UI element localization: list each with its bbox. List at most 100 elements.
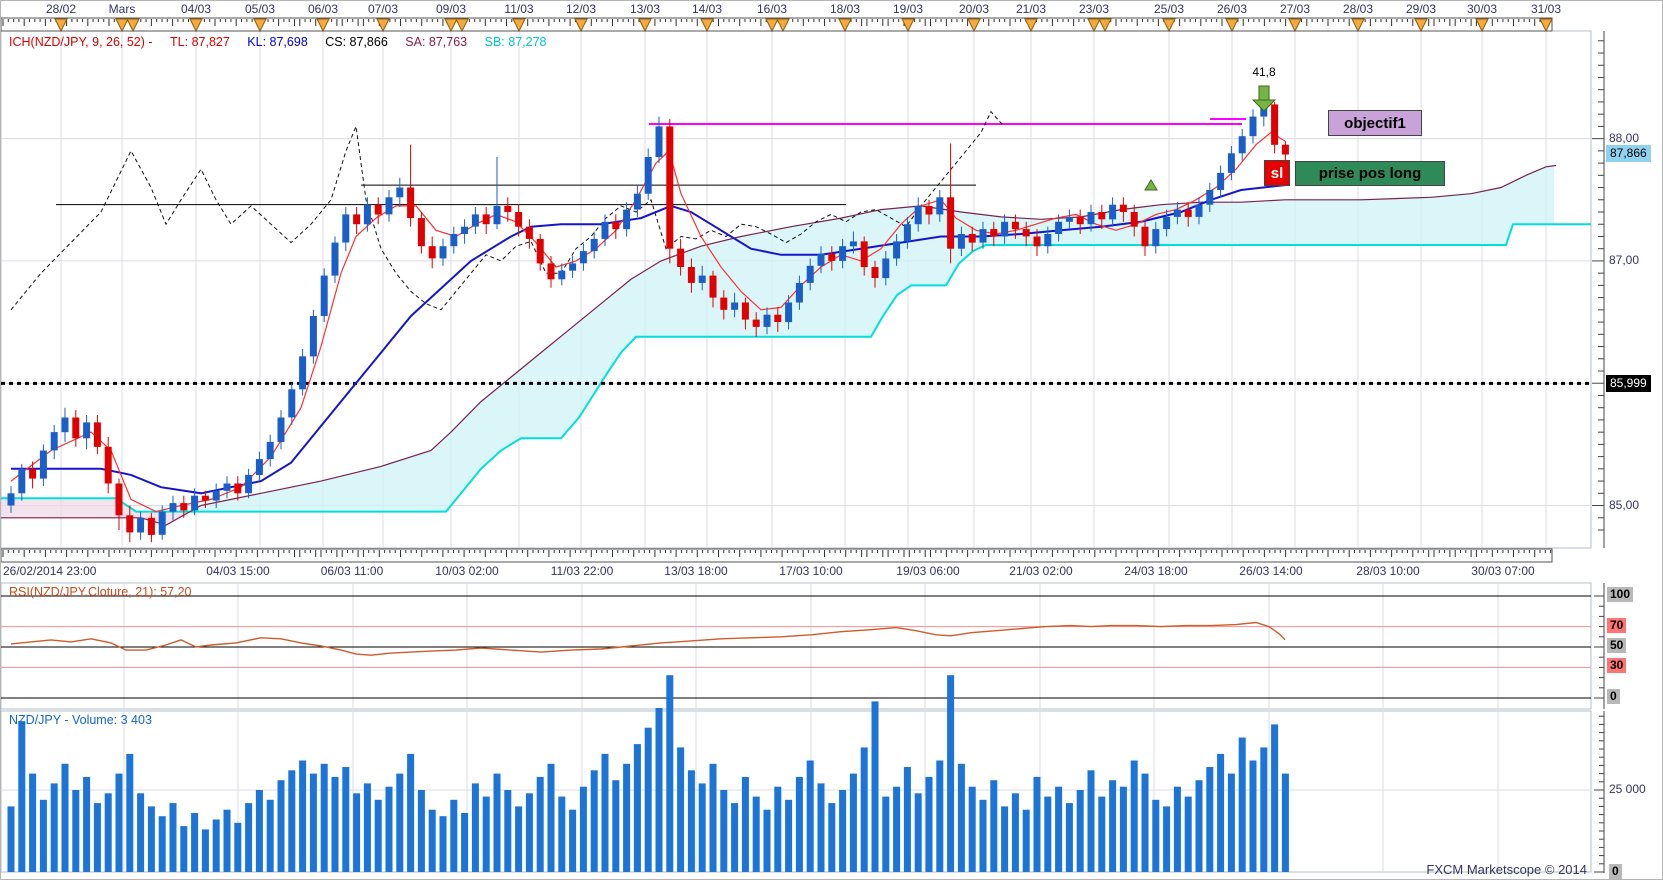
volume-bar: [839, 790, 847, 872]
current-price-tag: 87,866: [1606, 145, 1651, 162]
volume-bar: [644, 727, 652, 872]
volume-bar: [1022, 809, 1030, 872]
volume-bar: [50, 783, 58, 872]
rsi-level-label: 70: [1607, 617, 1627, 633]
volume-bar: [158, 816, 166, 872]
calendar-marker-icon: [1414, 18, 1428, 33]
bottom-date-label: 06/03 11:00: [320, 564, 384, 578]
volume-bar: [547, 763, 555, 872]
ichimoku-cloud: [190, 165, 1554, 512]
volume-bar: [342, 767, 350, 872]
volume-bar: [1011, 793, 1019, 872]
volume-bar: [439, 816, 447, 872]
calendar-marker-icon: [444, 18, 458, 33]
objective-annotation[interactable]: objectif1: [1328, 110, 1422, 136]
volume-bar: [1195, 780, 1203, 872]
volume-indicator-label: NZD/JPY - Volume: 3 403: [9, 713, 152, 727]
volume-bar: [385, 786, 393, 872]
volume-bar: [353, 793, 361, 872]
rsi-line: [10, 621, 1286, 656]
volume-bar: [255, 790, 263, 872]
top-date-label: 30/03: [1466, 2, 1498, 16]
volume-bar: [1249, 760, 1257, 872]
bottom-date-label: 26/03 14:00: [1239, 564, 1303, 578]
volume-bar: [1184, 796, 1192, 872]
top-date-label: 12/03: [565, 2, 597, 16]
volume-bar: [817, 783, 825, 872]
ich-tl-value: TL: 87,827: [170, 35, 230, 49]
volume-bar: [493, 773, 501, 872]
volume-bar: [774, 786, 782, 872]
top-date-label: 28/02: [45, 2, 77, 16]
top-date-label: 29/03: [1405, 2, 1437, 16]
volume-axis-label: 25 000: [1609, 782, 1646, 796]
volume-bar: [374, 799, 382, 872]
volume-bar: [914, 793, 922, 872]
top-date-label: Mars: [108, 2, 136, 16]
rsi-indicator-label: RSI(NZD/JPY.Cloture, 21): 57,20: [9, 585, 192, 599]
time-ruler: [1, 548, 1553, 563]
calendar-marker-icon: [1475, 18, 1489, 33]
bottom-date-label: 19/03 06:00: [896, 564, 960, 578]
stop-loss-annotation[interactable]: sl: [1264, 160, 1290, 186]
volume-bar: [61, 763, 69, 872]
volume-bar: [72, 790, 80, 872]
bottom-date-label: 30/03 07:00: [1471, 564, 1535, 578]
volume-bar: [288, 770, 296, 872]
volume-bar: [979, 799, 987, 872]
volume-bar: [39, 799, 47, 872]
volume-bar: [363, 783, 371, 872]
calendar-marker-icon: [512, 18, 526, 33]
ich-cs-value: CS: 87,866: [325, 35, 388, 49]
candlesticks: [7, 97, 1289, 543]
price-tick-label: 85,00: [1609, 497, 1640, 512]
volume-bar: [7, 806, 15, 872]
ichimoku-cloud: [1, 498, 189, 525]
volume-bar: [223, 809, 231, 872]
volume-bar: [331, 776, 339, 872]
rsi-level-label: 0: [1607, 689, 1620, 704]
volume-bar: [1076, 790, 1084, 872]
ich-sa-value: SA: 87,763: [405, 35, 468, 49]
rsi-level-label: 50: [1607, 638, 1627, 653]
volume-bar: [1217, 753, 1225, 872]
calendar-marker-icon: [1351, 18, 1365, 33]
volume-bar: [417, 790, 425, 872]
volume-bar: [612, 780, 620, 872]
volume-bar: [29, 773, 37, 872]
calendar-marker-icon: [967, 18, 981, 33]
volume-bar: [785, 799, 793, 872]
volume-bar: [698, 783, 706, 872]
volume-bar: [18, 721, 26, 872]
volume-bar: [212, 819, 220, 872]
top-date-label: 13/03: [629, 2, 661, 16]
volume-bar: [590, 770, 598, 872]
volume-bar: [871, 701, 879, 872]
long-entry-annotation[interactable]: prise pos long: [1295, 161, 1445, 186]
support-price-tag: 85,999: [1606, 375, 1651, 392]
calendar-marker-icon: [54, 18, 68, 33]
calendar-marker-icon: [638, 18, 652, 33]
calendar-marker-icon: [376, 18, 390, 33]
volume-bar: [147, 806, 155, 872]
volume-bar: [860, 747, 868, 872]
volume-bar: [990, 780, 998, 872]
calendar-marker-icon: [115, 18, 129, 33]
ich-name-label: ICH(NZD/JPY, 9, 26, 52) -: [9, 35, 157, 49]
volume-bar: [525, 793, 533, 872]
volume-bar: [849, 773, 857, 872]
top-date-label: 27/03: [1279, 2, 1311, 16]
calendar-marker-icon: [700, 18, 714, 33]
bottom-date-label: 13/03 18:00: [664, 564, 728, 578]
volume-bar: [169, 803, 177, 872]
calendar-marker-icon: [1098, 18, 1112, 33]
volume-bar: [234, 822, 242, 872]
top-date-label: 28/03: [1342, 2, 1374, 16]
chikou-span-line: [10, 110, 1005, 311]
top-date-label: 05/03: [244, 2, 276, 16]
volume-bar: [126, 753, 134, 872]
calendar-marker-icon: [1288, 18, 1302, 33]
top-date-label: 11/03: [504, 2, 534, 16]
